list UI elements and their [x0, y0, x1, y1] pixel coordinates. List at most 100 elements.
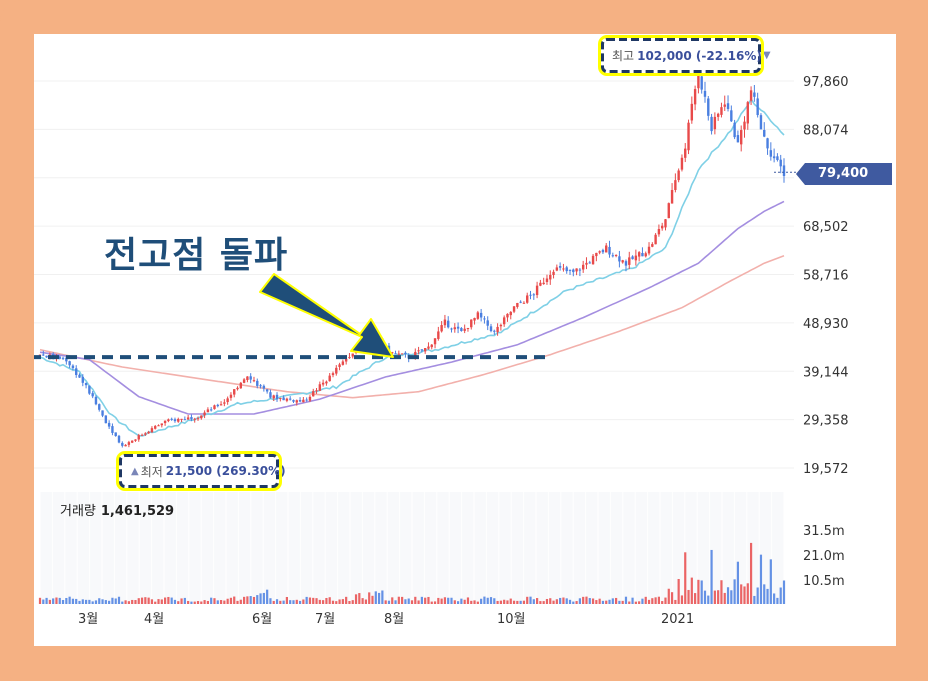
price-tick-label: 58,716: [803, 269, 849, 284]
candle-body: [628, 257, 631, 265]
volume-bar: [124, 600, 127, 604]
candle-body: [279, 398, 282, 400]
volume-bar: [568, 599, 572, 604]
volume-bar: [555, 599, 558, 604]
volume-bar: [226, 598, 229, 604]
price-tick-label: 29,358: [803, 414, 849, 429]
volume-bar: [134, 600, 137, 604]
volume-bar: [516, 600, 519, 604]
candle-body: [460, 328, 463, 332]
candle-body: [743, 121, 746, 130]
volume-bar: [641, 598, 644, 604]
volume-bar: [52, 598, 55, 604]
candle-body: [555, 267, 559, 271]
candle-body: [489, 326, 493, 332]
candle-body: [285, 398, 289, 401]
volume-bar: [549, 598, 552, 604]
volume-bar: [173, 599, 177, 604]
volume-bar: [312, 597, 315, 604]
volume-bar: [374, 591, 377, 604]
candle-body: [75, 368, 78, 375]
candle-body: [249, 376, 252, 380]
stock-chart[interactable]: 97,860 88,074 68,502 58,716 48,930 39,144 29,3…: [34, 34, 896, 646]
volume-bar: [503, 599, 506, 604]
volume-bar: [354, 594, 358, 604]
candle-body: [430, 344, 433, 348]
candle-body: [417, 350, 420, 352]
candle-body: [519, 301, 522, 303]
candle-body: [516, 302, 519, 307]
volume-bar: [206, 600, 209, 604]
candle-body: [545, 278, 549, 282]
volume-caption: 거래량 1,461,529: [60, 500, 174, 519]
volume-bar: [519, 600, 522, 604]
volume-bar: [282, 600, 285, 604]
volume-bar: [190, 601, 193, 604]
current-price-value: 79,400: [818, 166, 869, 181]
volume-bar: [318, 599, 321, 604]
candle-body: [272, 395, 275, 399]
volume-bar: [187, 600, 190, 604]
candle-body: [331, 373, 335, 376]
month-tick-label: 6월: [252, 612, 272, 627]
volume-bar: [483, 596, 486, 604]
candle-body: [65, 357, 68, 362]
volume-bar: [233, 596, 236, 604]
volume-bar: [404, 599, 407, 604]
volume-bar: [61, 599, 65, 604]
volume-bar: [48, 599, 51, 604]
volume-bar: [466, 597, 470, 604]
volume-bar: [624, 596, 628, 604]
volume-bar: [345, 596, 348, 604]
candle-body: [746, 102, 749, 124]
candle-body: [637, 252, 641, 257]
volume-bar: [88, 599, 91, 604]
volume-bar: [605, 600, 608, 604]
candle-body: [88, 385, 91, 394]
candle-body: [483, 318, 486, 320]
candle-body: [177, 418, 180, 422]
candle-body: [193, 418, 196, 420]
volume-bar: [177, 601, 180, 604]
volume-bar: [196, 601, 200, 604]
candle-body: [302, 399, 305, 403]
volume-bar: [526, 596, 529, 604]
volume-bar: [71, 598, 75, 604]
volume-bar: [387, 600, 391, 604]
volume-bar: [499, 600, 502, 604]
candle-body: [641, 253, 644, 257]
volume-bar: [608, 599, 611, 604]
candle-body: [588, 262, 591, 264]
candle-body: [98, 404, 101, 410]
volume-bar: [322, 600, 325, 604]
candle-body: [624, 261, 628, 266]
candle-body: [275, 394, 279, 400]
volume-bar: [529, 596, 532, 604]
volume-bar: [456, 601, 460, 604]
volume-bar: [219, 600, 223, 604]
volume-bar: [730, 590, 733, 604]
candle-body: [209, 409, 213, 411]
volume-bar: [756, 587, 759, 604]
volume-bar: [476, 601, 479, 604]
candle-body: [493, 330, 496, 332]
candle-body: [522, 302, 526, 304]
volume-bar: [740, 584, 743, 604]
volume-bar: [674, 599, 677, 604]
volume-bar: [559, 597, 562, 604]
volume-bar: [167, 596, 170, 604]
candle-body: [226, 398, 229, 403]
up-triangle-icon: ▲: [131, 465, 139, 477]
volume-bar: [578, 598, 581, 604]
candle-body: [325, 381, 328, 384]
volume-bar: [766, 588, 769, 604]
candle-body: [147, 431, 150, 434]
candle-body: [180, 418, 183, 420]
candle-body: [144, 433, 147, 435]
volume-bar: [81, 599, 84, 604]
volume-bar: [707, 595, 710, 604]
candle-body: [295, 400, 298, 403]
volume-bar: [720, 580, 723, 604]
high-price-callout: 최고 102,000 (-22.16%) ▼: [598, 35, 771, 76]
candle-body: [45, 355, 48, 358]
